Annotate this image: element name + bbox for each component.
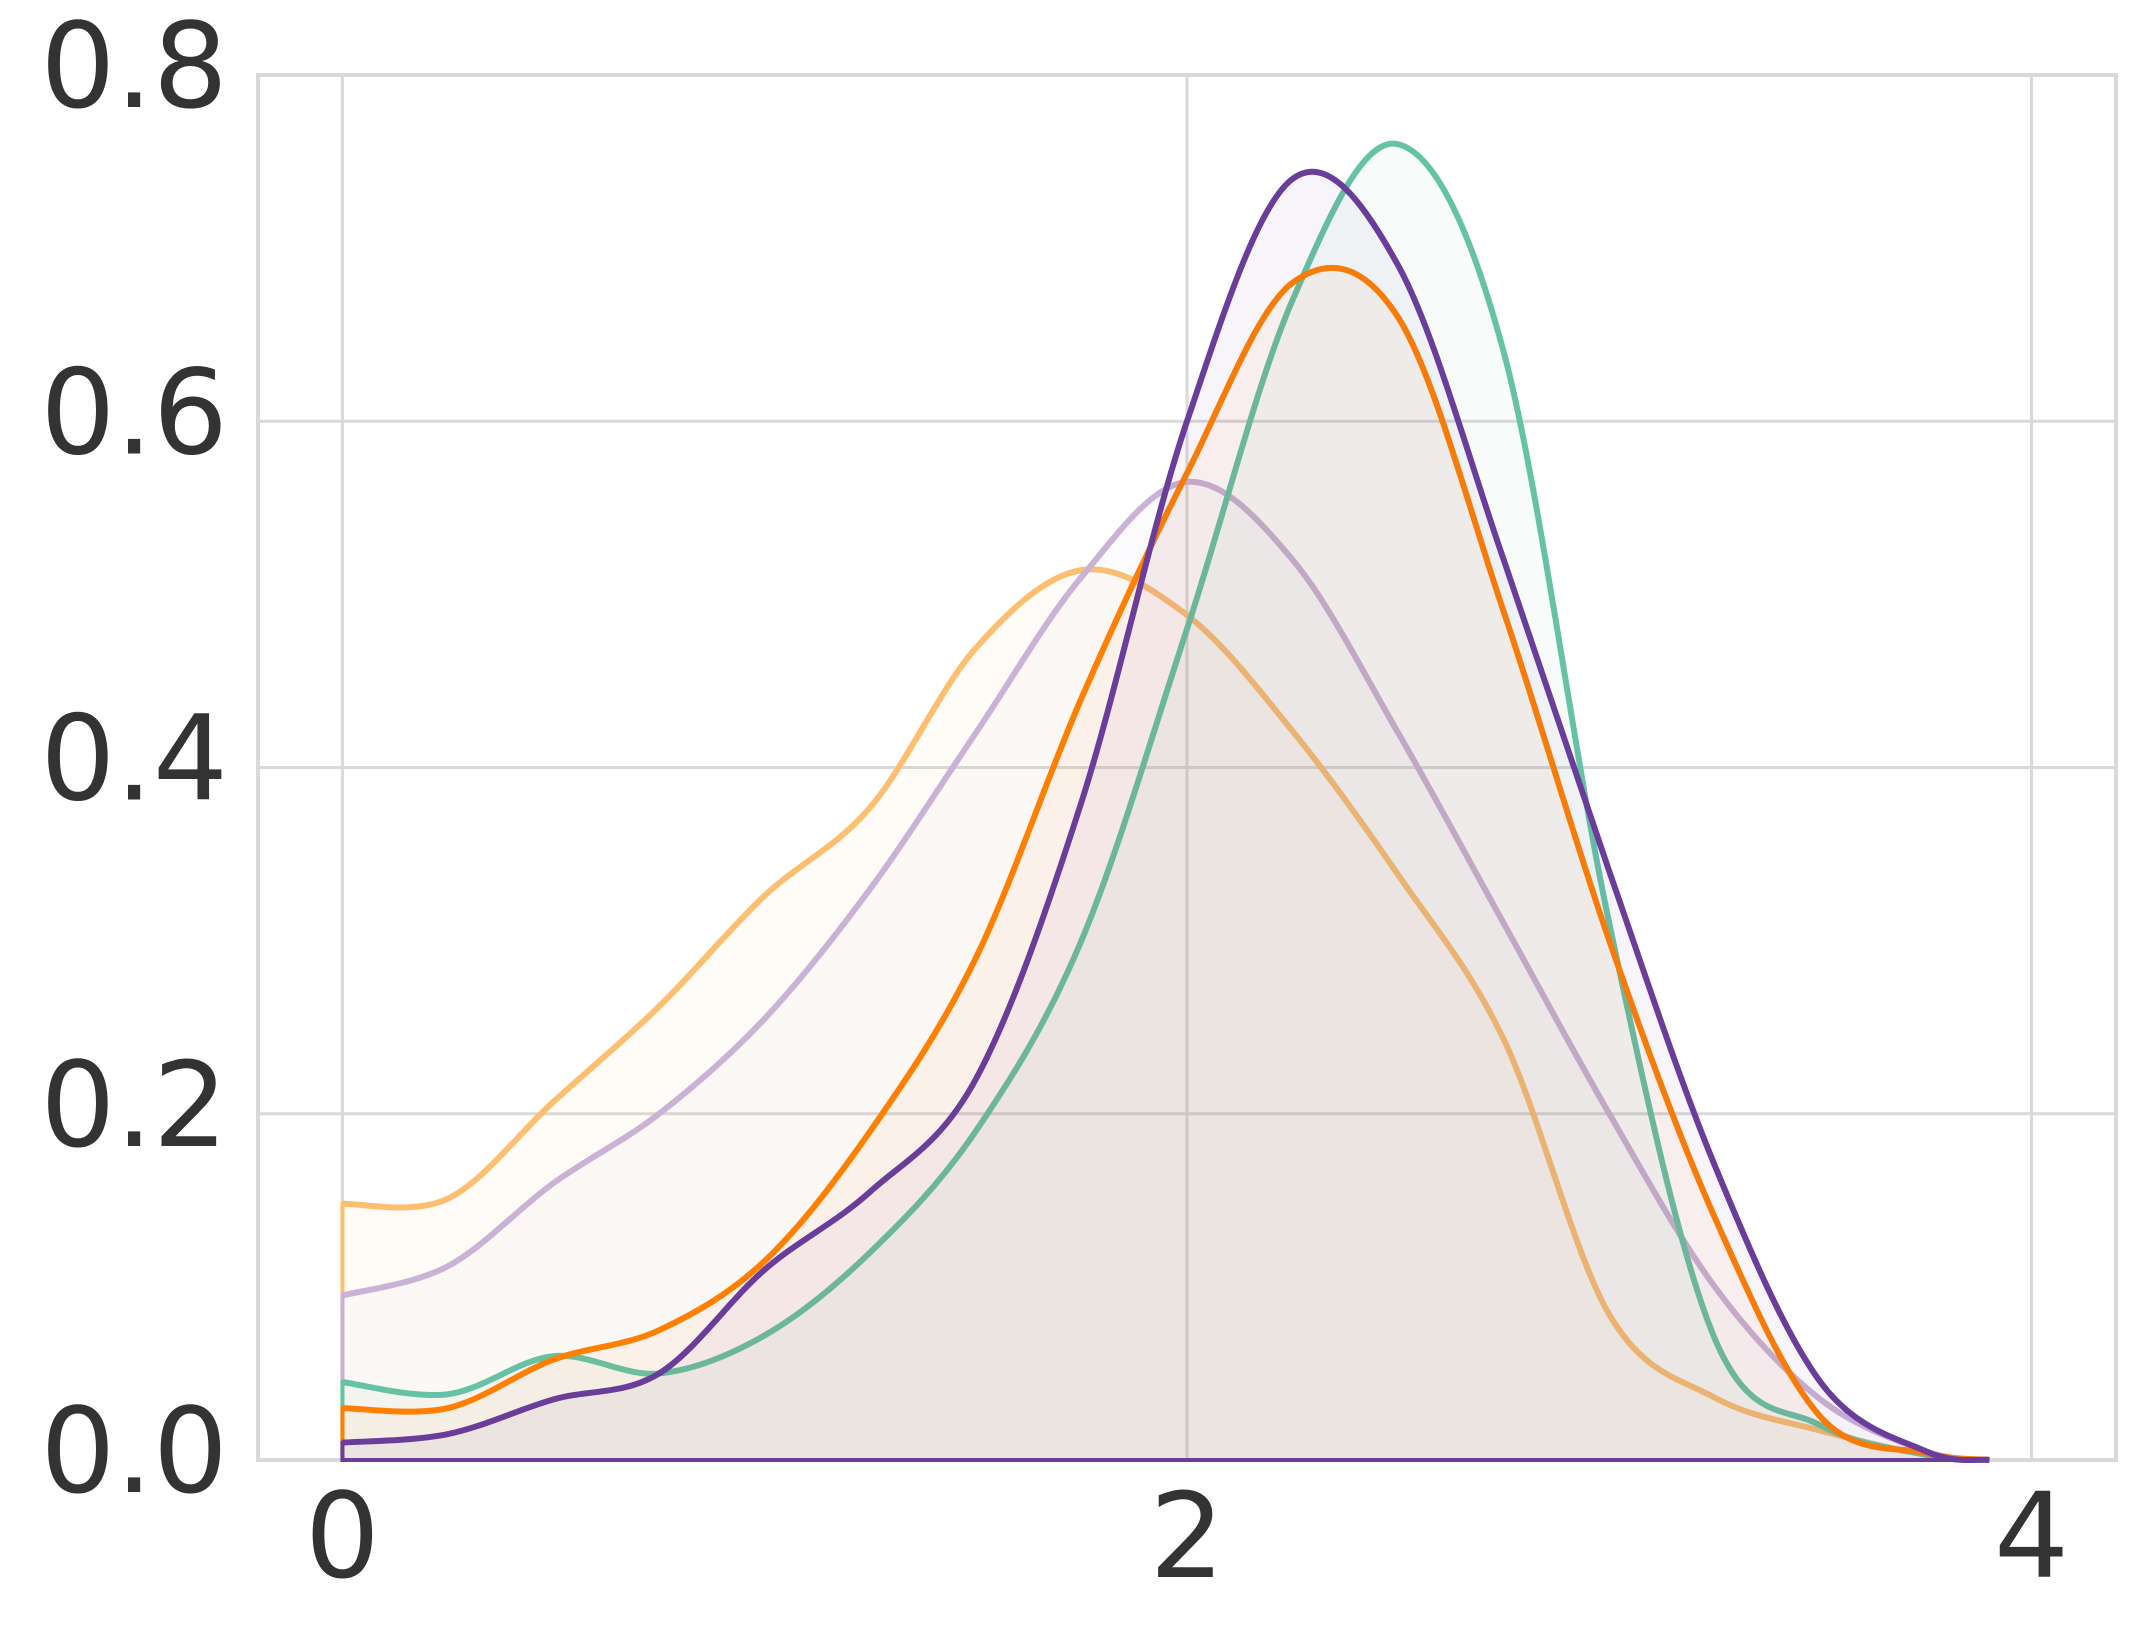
- line: [342, 264, 1990, 1463]
- x-tick-label: 4: [1994, 1467, 2069, 1605]
- y-tick-label: 0.6: [40, 343, 228, 481]
- line: [342, 168, 1990, 1464]
- y-tick-label: 0.4: [40, 690, 228, 828]
- x-tick-label: 0: [305, 1467, 380, 1605]
- line: [342, 140, 1990, 1463]
- y-tick-label: 0.0: [40, 1382, 228, 1520]
- y-tick-label: 0.8: [40, 0, 228, 135]
- y-tick-label: 0.2: [40, 1036, 228, 1174]
- line: [342, 566, 1990, 1463]
- line: [341, 478, 1990, 1463]
- x-tick-label: 2: [1149, 1467, 1224, 1605]
